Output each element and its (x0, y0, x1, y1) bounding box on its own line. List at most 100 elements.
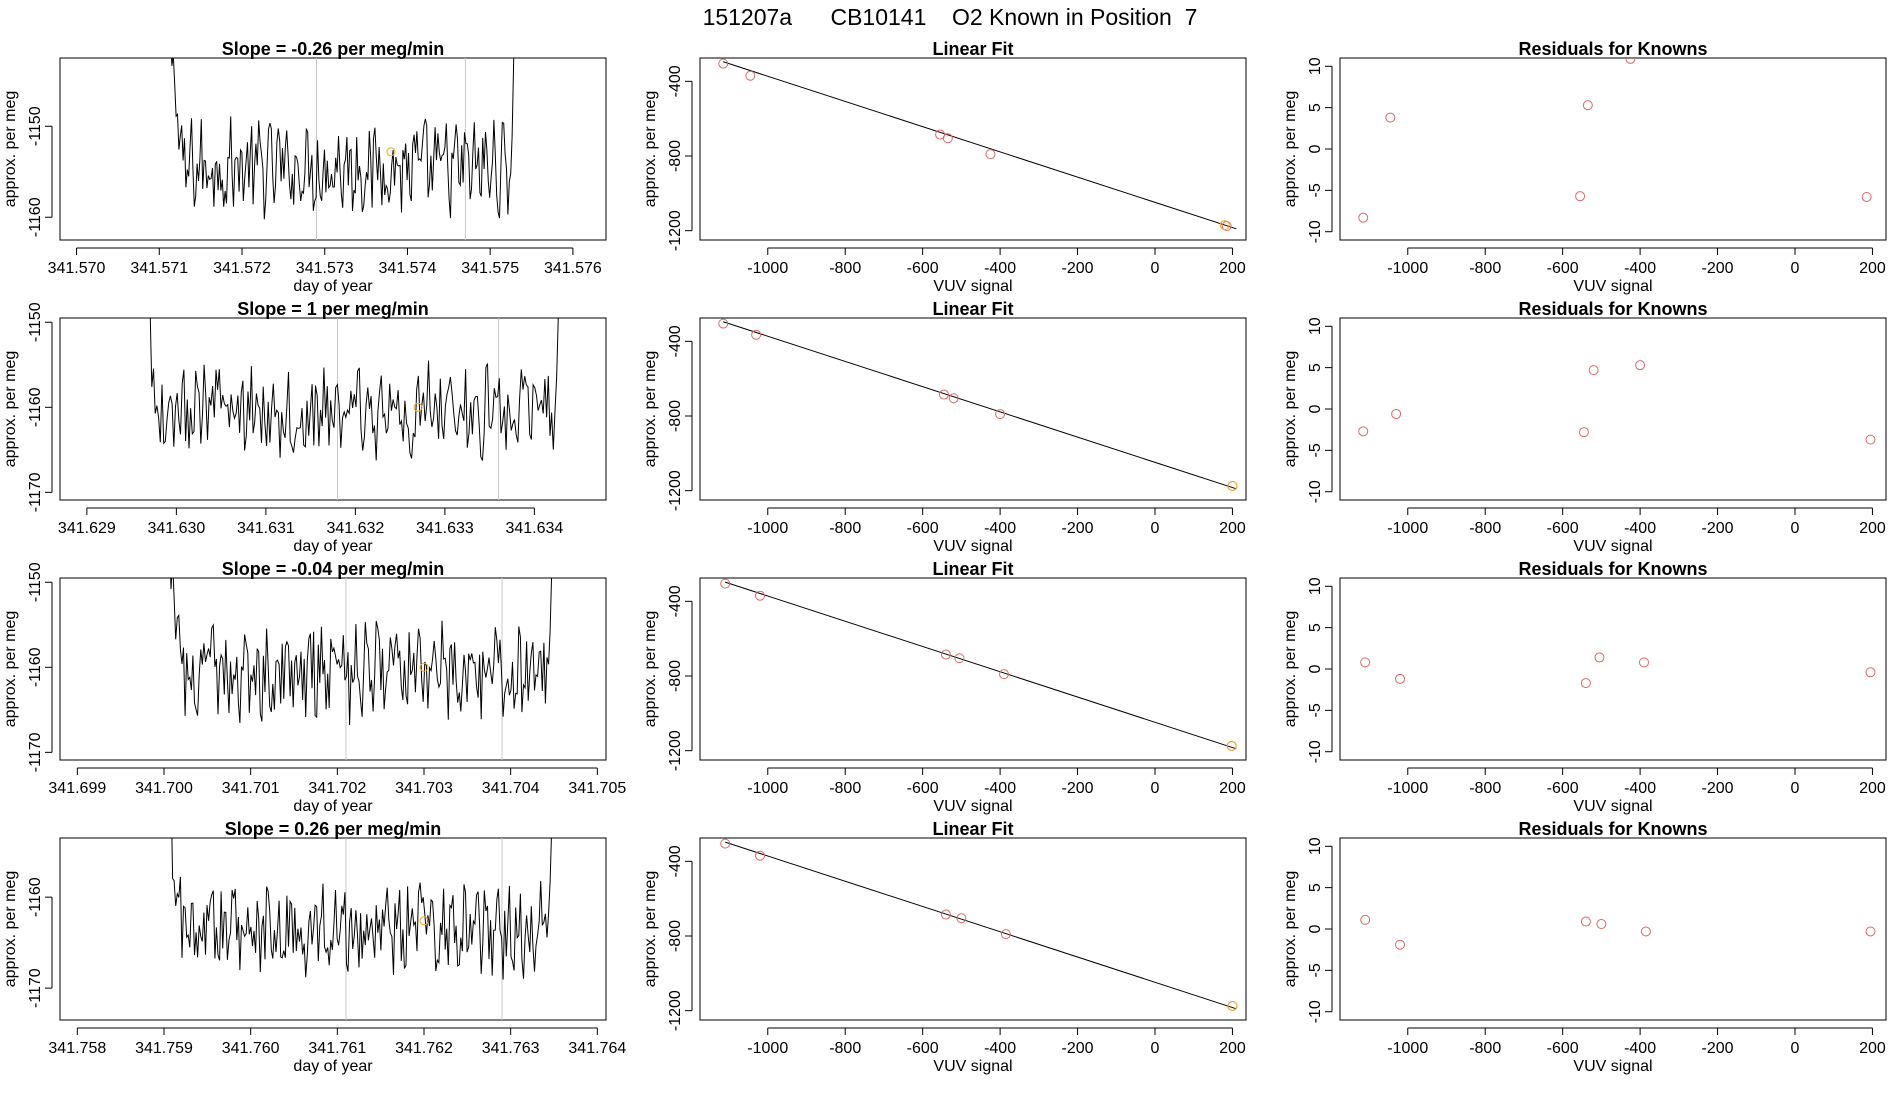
data-point (1865, 926, 1876, 937)
data-point (718, 318, 729, 329)
x-axis-label: day of year (293, 1058, 373, 1075)
y-tick-label: -800 (667, 920, 684, 952)
sample-marker (1219, 220, 1230, 231)
y-tick-label: 10 (1307, 577, 1324, 595)
panel-fit-row3: Linear Fit -1000 -800 -600 -400 -200 0 200 VUV s… (642, 559, 1247, 815)
y-tick-label: -400 (667, 65, 684, 97)
sample-marker (1227, 481, 1238, 491)
y-tick-label: -400 (667, 585, 684, 617)
data-point (940, 909, 951, 920)
y-axis-label: approx. per meg (1282, 871, 1299, 988)
data-point (1358, 426, 1369, 437)
x-axis-label: VUV signal (933, 278, 1012, 295)
x-tick-label: -400 (984, 780, 1016, 797)
x-tick-label: -400 (1624, 260, 1656, 277)
plot-frame (1339, 317, 1887, 501)
data-point (1580, 916, 1591, 927)
y-tick-label: 5 (1307, 103, 1324, 112)
panel-resid-row4: Residuals for Knowns-1000 -800 -600 -400 -20… (1282, 819, 1887, 1075)
plot-title: Slope = -0.04 per meg/min (222, 559, 445, 579)
data-point (1575, 191, 1586, 202)
y-axis-label: approx. per meg (2, 351, 19, 468)
data-point (1358, 212, 1369, 223)
y-tick-label: -10 (1307, 1000, 1324, 1023)
y-axis-label: approx. per meg (642, 611, 659, 728)
x-tick-label: -600 (907, 1040, 939, 1057)
sample-marker (413, 402, 423, 412)
plot-title: Residuals for Knowns (1518, 299, 1707, 319)
panel-fit-row4: Linear Fit -1000 -800 -600 -400 -200 0 200 VUV s… (642, 819, 1247, 1075)
x-tick-label: 200 (1859, 780, 1886, 797)
x-tick-label: 341.572 (213, 260, 271, 277)
y-axis-label: approx. per meg (2, 91, 19, 208)
x-tick-label: 341.700 (135, 780, 193, 797)
x-tick-label: 341.758 (48, 1040, 106, 1057)
x-tick-label: -600 (907, 520, 939, 537)
x-tick-label: 0 (1151, 260, 1160, 277)
plot-frame (699, 577, 1247, 761)
x-tick-label: -600 (1547, 1040, 1579, 1057)
signal-trace (170, 578, 553, 726)
x-axis-label: day of year (293, 538, 373, 555)
x-tick-label: 341.704 (482, 780, 540, 797)
x-tick-label: -1000 (1387, 520, 1428, 537)
y-tick-label: -400 (667, 845, 684, 877)
y-tick-label: -10 (1307, 740, 1324, 763)
x-tick-label: 200 (1219, 520, 1246, 537)
data-point (720, 578, 731, 589)
x-tick-label: 341.574 (379, 260, 437, 277)
x-tick-label: 341.759 (135, 1040, 193, 1057)
y-tick-label: -1160 (27, 877, 44, 917)
data-point (745, 70, 756, 81)
y-tick-label: 10 (1307, 57, 1324, 75)
x-tick-label: -400 (984, 1040, 1016, 1057)
x-tick-label: -800 (1469, 1040, 1501, 1057)
data-point (1588, 365, 1599, 376)
data-point (1578, 427, 1589, 438)
fit-line (723, 321, 1237, 490)
y-axis-label: approx. per meg (642, 871, 659, 988)
y-tick-label: -5 (1307, 703, 1324, 717)
y-axis-label: approx. per meg (2, 871, 19, 988)
panel-resid-row1: Residuals for Knowns-1000 -800 -600 -400 -20… (1282, 39, 1887, 295)
y-tick-label: 10 (1307, 317, 1324, 335)
x-tick-label: 341.573 (296, 260, 354, 277)
x-tick-label: -800 (1469, 260, 1501, 277)
x-tick-label: 200 (1859, 1040, 1886, 1057)
x-axis-label: day of year (293, 278, 373, 295)
x-tick-label: 0 (1791, 520, 1800, 537)
y-tick-label: -1170 (27, 732, 44, 772)
x-tick-label: 341.761 (308, 1040, 366, 1057)
x-tick-label: 341.703 (395, 780, 453, 797)
x-axis-label: VUV signal (1573, 1058, 1652, 1075)
x-tick-label: 341.634 (505, 520, 563, 537)
data-point (940, 649, 951, 660)
x-tick-label: 200 (1859, 520, 1886, 537)
x-tick-label: -200 (1062, 780, 1094, 797)
x-tick-label: 341.705 (568, 780, 626, 797)
plot-title: Residuals for Knowns (1518, 559, 1707, 579)
x-tick-label: -200 (1702, 520, 1734, 537)
y-tick-label: 10 (1307, 837, 1324, 855)
y-tick-label: -1170 (27, 968, 44, 1008)
x-axis-label: VUV signal (933, 1058, 1012, 1075)
y-tick-label: 5 (1307, 623, 1324, 632)
y-tick-label: -5 (1307, 443, 1324, 457)
x-tick-label: 341.702 (308, 780, 366, 797)
data-point (1580, 678, 1591, 689)
data-point (998, 669, 1009, 680)
fit-line (723, 61, 1237, 230)
plot-frame (1339, 837, 1887, 1021)
plot-area (718, 318, 1238, 491)
y-tick-label: -1150 (27, 106, 44, 146)
y-tick-label: -10 (1307, 220, 1324, 243)
y-tick-label: -1150 (27, 302, 44, 342)
x-tick-label: -800 (1469, 520, 1501, 537)
x-tick-label: -1000 (1387, 1040, 1428, 1057)
data-point (751, 329, 762, 340)
sample-marker (419, 662, 429, 672)
x-axis-label: VUV signal (1573, 798, 1652, 815)
plot-title: Linear Fit (932, 39, 1013, 59)
y-tick-label: 0 (1307, 144, 1324, 153)
y-tick-label: 0 (1307, 404, 1324, 413)
